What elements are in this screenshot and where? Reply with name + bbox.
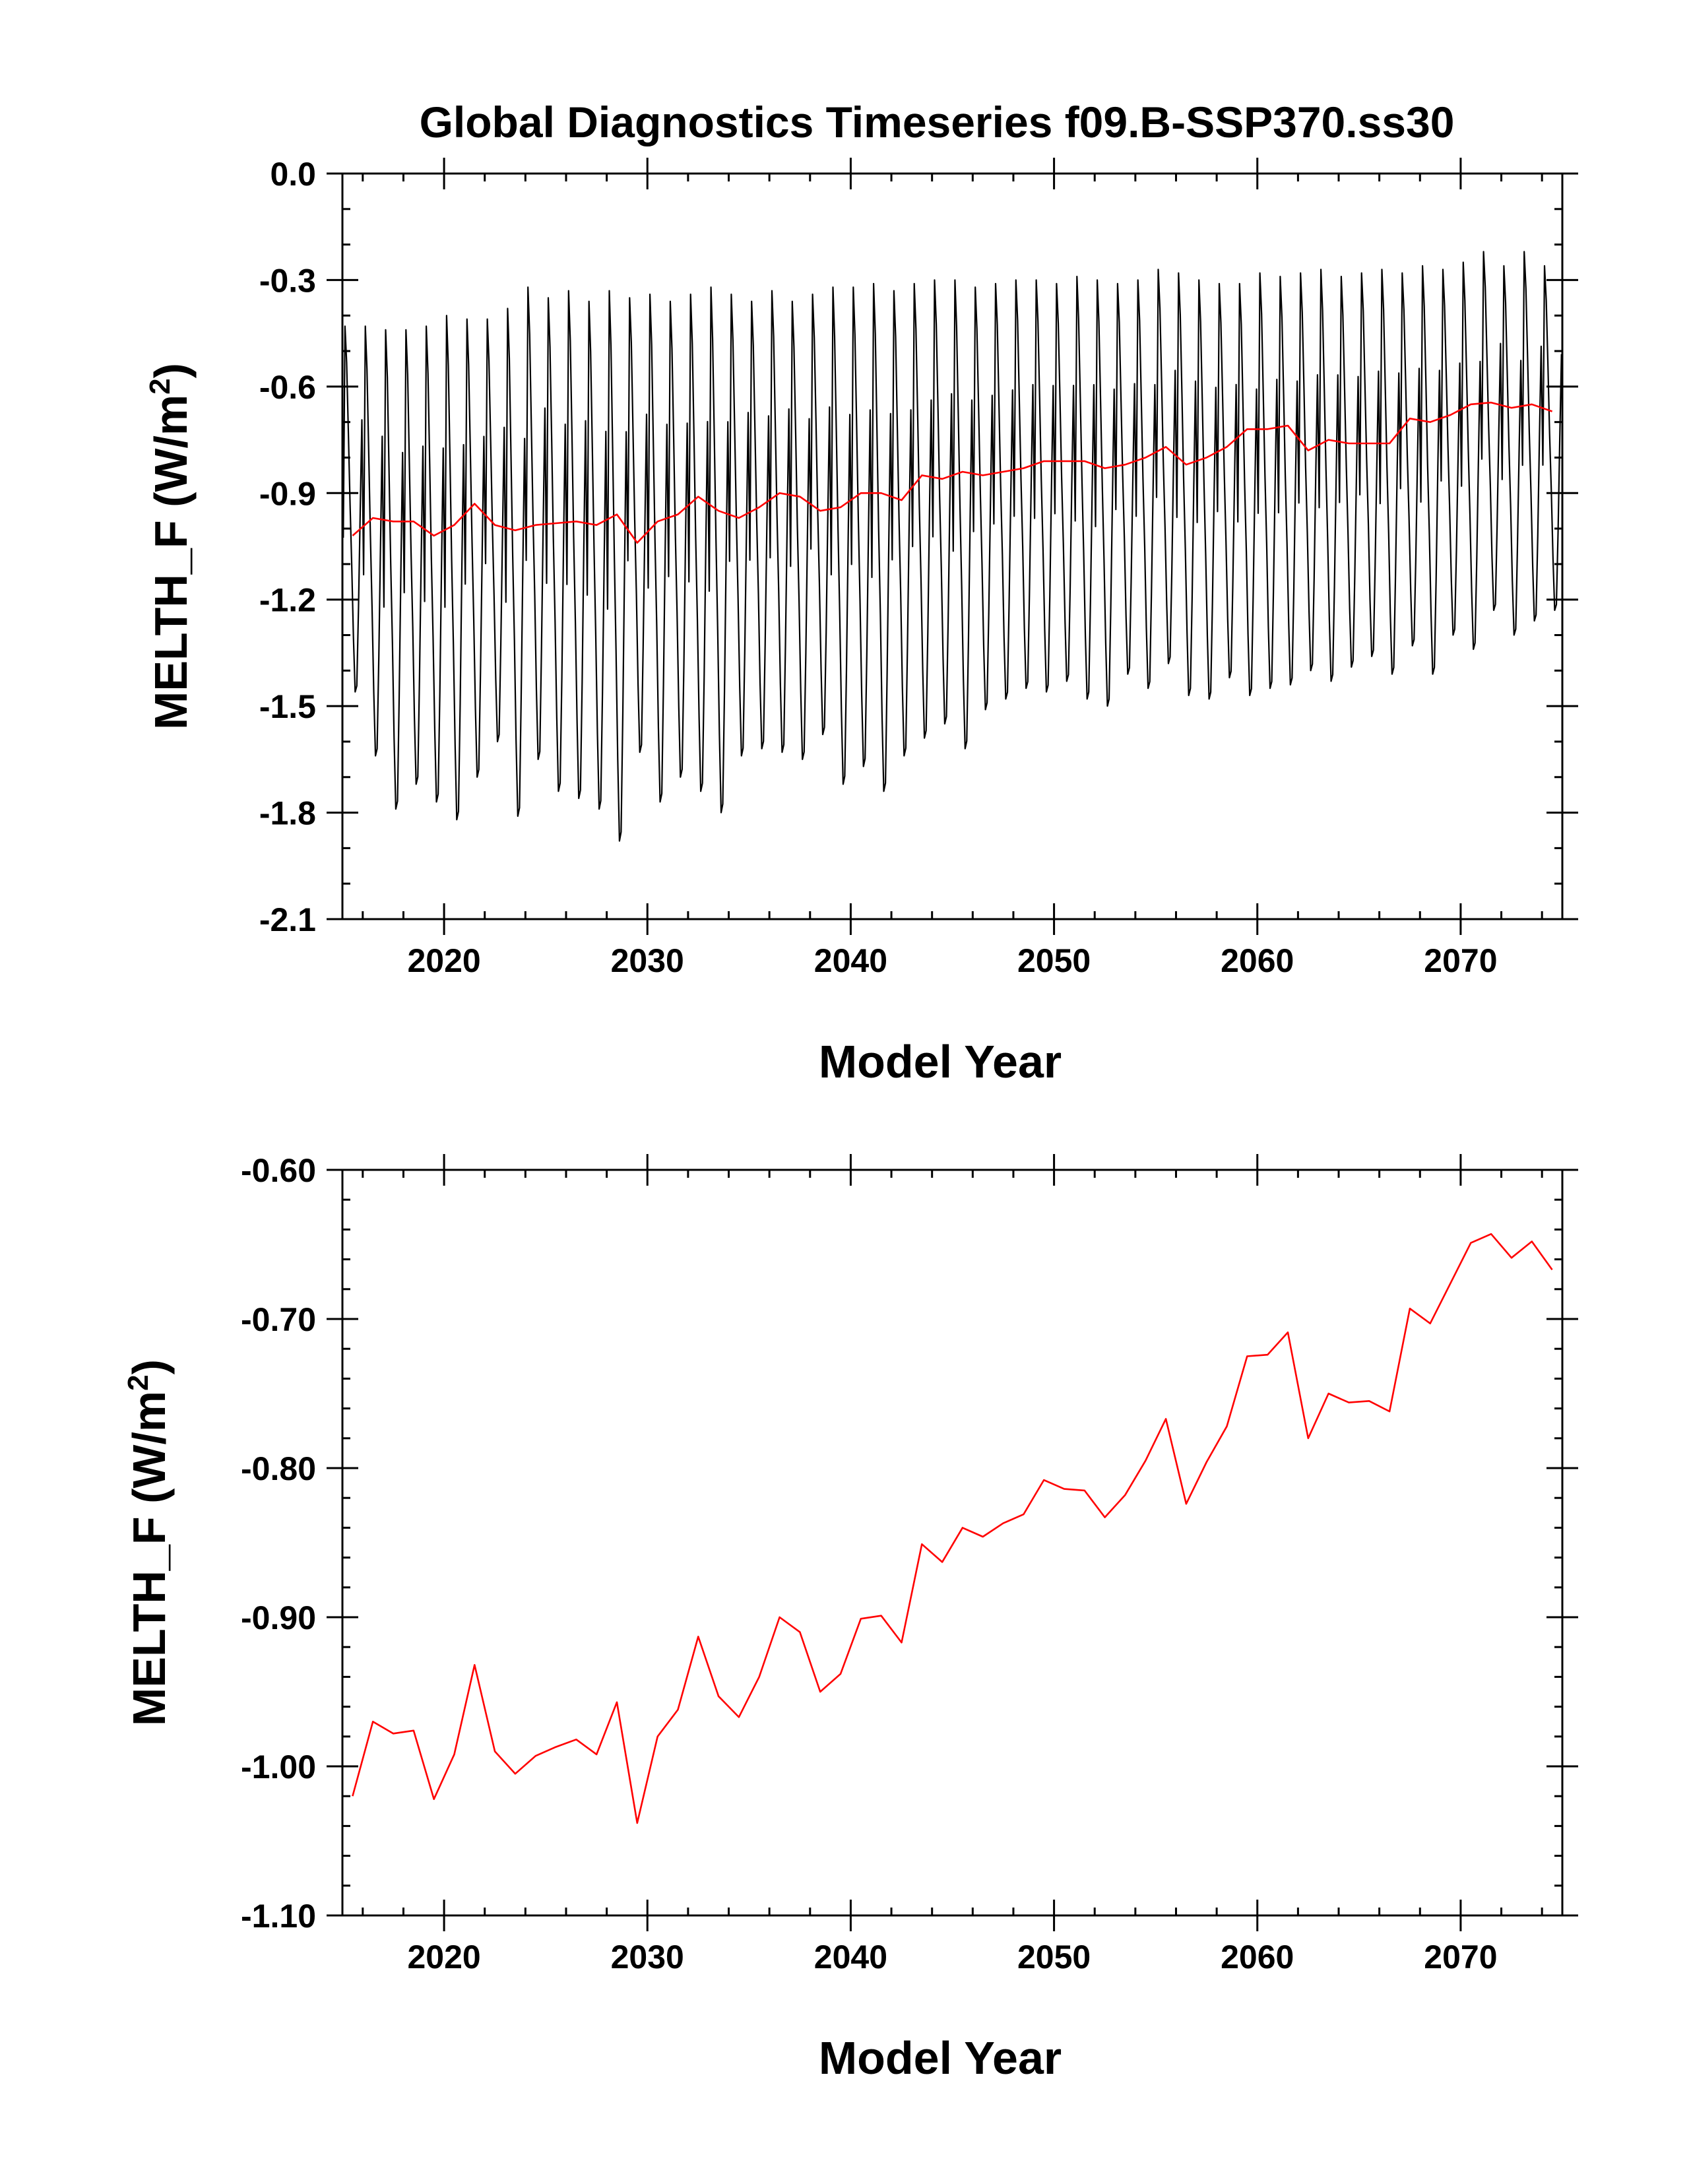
top-y-axis-label: MELTH_F (W/m2) — [144, 363, 197, 730]
y-tick-label: -0.6 — [259, 369, 316, 406]
top-panel: Global Diagnostics Timeseries f09.B-SSP3… — [144, 98, 1578, 1087]
y-tick-label: -0.60 — [241, 1152, 316, 1189]
bottom-plot-frame — [341, 1169, 1564, 1917]
y-axis-label-close: ) — [145, 363, 197, 378]
y-tick-label: -0.90 — [241, 1599, 316, 1636]
x-tick-label: 2030 — [611, 942, 684, 979]
y-tick-label: -0.80 — [241, 1450, 316, 1487]
y-axis-label-superscript: 2 — [122, 1374, 154, 1390]
y-tick-label: -1.5 — [259, 688, 316, 725]
bottom-y-tick-labels: -0.60 -0.70 -0.80 -0.90 -1.00 -1.10 — [241, 1152, 316, 1935]
bottom-panel: 2020 2030 2040 2050 2060 2070 -0.60 -0.7… — [122, 1152, 1578, 2084]
bottom-x-axis-label: Model Year — [819, 2032, 1062, 2084]
x-tick-label: 2070 — [1424, 942, 1497, 979]
y-tick-label: 0.0 — [270, 156, 316, 193]
y-tick-label: -1.8 — [259, 795, 316, 832]
y-tick-label: -0.70 — [241, 1301, 316, 1338]
x-tick-label: 2070 — [1424, 1939, 1497, 1975]
bottom-y-axis-label: MELTH_F (W/m2) — [122, 1359, 175, 1726]
x-tick-label: 2020 — [407, 1939, 480, 1975]
y-axis-label-text: MELTH_F (W/m — [123, 1391, 175, 1726]
bottom-y-ticks — [327, 1169, 1578, 1917]
x-tick-label: 2050 — [1017, 1939, 1091, 1975]
y-tick-label: -2.1 — [259, 901, 316, 938]
y-axis-label-superscript: 2 — [144, 378, 176, 394]
bottom-x-ticks — [362, 1154, 1543, 1931]
top-plot-frame — [341, 172, 1564, 920]
bottom-series-group — [352, 1233, 1553, 1824]
annual-series-line — [352, 1233, 1553, 1824]
y-axis-label-close: ) — [123, 1359, 175, 1374]
monthly-series-line — [342, 251, 1562, 842]
y-tick-label: -1.10 — [241, 1898, 316, 1935]
x-tick-label: 2060 — [1221, 942, 1294, 979]
x-tick-label: 2040 — [814, 1939, 887, 1975]
top-y-ticks — [327, 172, 1578, 920]
x-tick-label: 2040 — [814, 942, 887, 979]
x-tick-label: 2060 — [1221, 1939, 1294, 1975]
chart-title: Global Diagnostics Timeseries f09.B-SSP3… — [420, 98, 1455, 146]
y-tick-label: -0.3 — [259, 262, 316, 299]
y-axis-label-text: MELTH_F (W/m — [145, 395, 197, 730]
bottom-x-tick-labels: 2020 2030 2040 2050 2060 2070 — [407, 1939, 1497, 1975]
top-x-tick-labels: 2020 2030 2040 2050 2060 2070 — [407, 942, 1497, 979]
top-x-axis-label: Model Year — [819, 1036, 1062, 1087]
annual-series-line — [352, 401, 1553, 544]
y-tick-label: -1.00 — [241, 1749, 316, 1785]
y-tick-label: -0.9 — [259, 475, 316, 512]
y-tick-label: -1.2 — [259, 582, 316, 619]
top-y-tick-labels: 0.0 -0.3 -0.6 -0.9 -1.2 -1.5 -1.8 -2.1 — [259, 156, 316, 938]
top-x-ticks — [362, 158, 1543, 935]
x-tick-label: 2020 — [407, 942, 480, 979]
top-series-group — [342, 251, 1562, 842]
x-tick-label: 2050 — [1017, 942, 1091, 979]
x-tick-label: 2030 — [611, 1939, 684, 1975]
